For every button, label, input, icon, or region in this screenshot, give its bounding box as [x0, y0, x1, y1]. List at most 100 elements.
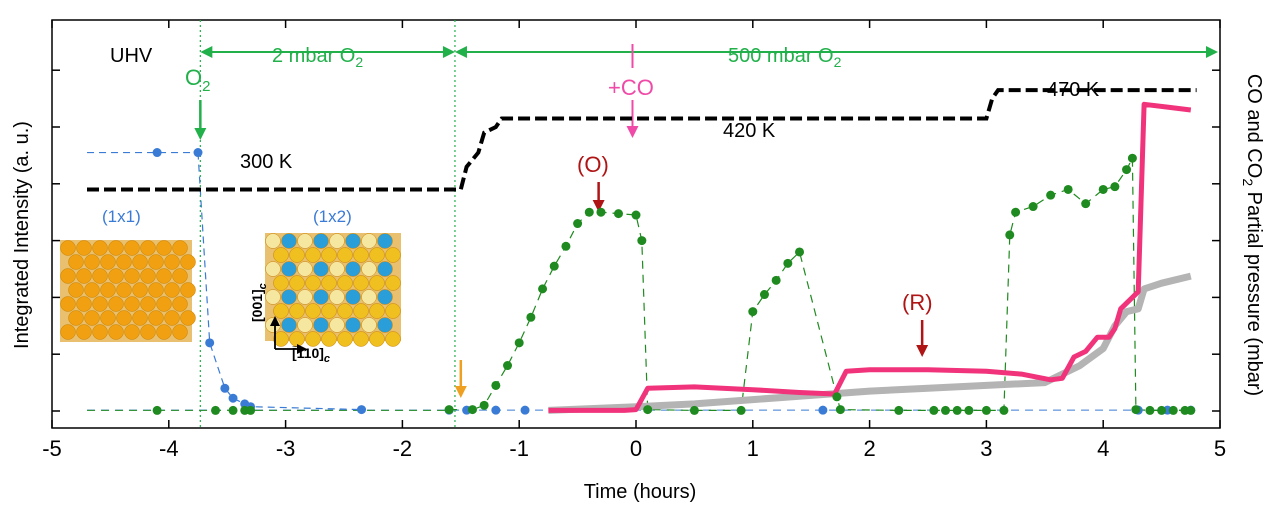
o2-arrow [194, 100, 207, 140]
structure-1x2-image-atom [297, 233, 313, 249]
green-point [689, 405, 699, 415]
structure-1x1-image-atom [148, 310, 164, 326]
green-point [941, 405, 951, 415]
structure-1x1-image-atom [156, 296, 172, 312]
structure-1x2-image-atom [265, 233, 281, 249]
structure-1x1-image-atom [156, 240, 172, 256]
structure-1x1-image-atom [140, 240, 156, 256]
green-point [1157, 405, 1167, 415]
structure-1x1-image-atom [84, 310, 100, 326]
green-point [479, 400, 489, 410]
structure-1x1-label: (1x1) [102, 207, 141, 226]
x-tick-label: 0 [630, 436, 642, 461]
green-point [491, 380, 501, 390]
structure-1x1-image-atom [60, 240, 76, 256]
structure-1x2-image-atom [337, 275, 353, 291]
structure-1x1-image-atom [84, 282, 100, 298]
green-point [771, 275, 781, 285]
structure-1x1-image-atom [124, 240, 140, 256]
y-axis-label-right-prefix: CO and CO [1243, 74, 1265, 178]
structure-1x1-image-atom [172, 268, 188, 284]
structure-1x1-image-atom [100, 254, 116, 270]
axis-110-head [297, 344, 307, 354]
structure-1x2-image-atom [329, 317, 345, 333]
co2-line [548, 272, 1192, 414]
axis-001-head [270, 316, 280, 326]
green-point [211, 405, 221, 415]
structure-1x1-image-atom [180, 310, 196, 326]
structure-1x1-image-atom [68, 282, 84, 298]
blue-point [357, 405, 367, 415]
green-point [999, 405, 1009, 415]
x-tick-label: 1 [747, 436, 759, 461]
structure-1x1-image-atom [164, 282, 180, 298]
structure-1x2-image-atom [385, 331, 401, 347]
structure-1x2-image-atom [281, 261, 297, 277]
structure-1x1-image-atom [156, 324, 172, 340]
structure-1x1-image-atom [124, 324, 140, 340]
structure-1x2-image-atom [353, 303, 369, 319]
structure-1x1-image-atom [124, 268, 140, 284]
structure-1x2-image-atom [297, 289, 313, 305]
plot-layer: -5 -4 -3 -2 -1 0 1 2 3 4 5 [42, 19, 1226, 461]
structure-1x2-image-atom [273, 331, 289, 347]
structure-1x1-image-atom [132, 310, 148, 326]
blue-point [152, 148, 162, 158]
structure-1x2-image-atom [321, 331, 337, 347]
structure-1x2-image-atom [385, 275, 401, 291]
phase-2mbar-sub: 2 [355, 54, 363, 70]
green-point [1131, 405, 1141, 415]
green-point [1122, 165, 1132, 175]
structure-1x1-image-atom [76, 240, 92, 256]
green-point [783, 258, 793, 268]
phase-500mbar-main: 500 mbar O [728, 45, 834, 67]
structure-1x2-image-atom [305, 247, 321, 263]
structure-1x1-image-atom [108, 268, 124, 284]
o-phase-label: (O) [577, 152, 609, 177]
structure-1x2-image-atom [377, 261, 393, 277]
phase-2mbar-main: 2 mbar O [272, 45, 355, 67]
temp-300k-label: 300 K [240, 151, 293, 173]
green-point [596, 207, 606, 217]
structure-1x2-image-atom [337, 247, 353, 263]
structure-1x1-image-atom [92, 240, 108, 256]
structure-1x2-image-atom [337, 303, 353, 319]
structure-1x2-image-atom [329, 233, 345, 249]
o2-label: O2 [185, 65, 210, 95]
structure-1x1-image-atom [148, 282, 164, 298]
structure-1x2-image [265, 233, 401, 347]
green-point [514, 338, 524, 348]
structure-1x1-image-atom [60, 296, 76, 312]
structure-1x2-image-atom [377, 289, 393, 305]
green-point [759, 290, 769, 300]
structure-1x2-image-atom [369, 303, 385, 319]
structure-1x1-image-atom [76, 324, 92, 340]
green-point [736, 405, 746, 415]
co-label: +CO [608, 75, 654, 100]
r-phase-arrow-head [916, 345, 929, 357]
structure-1x2-image-atom [345, 289, 361, 305]
blue-point [228, 393, 238, 403]
y-axis-label-right: CO and CO2 Partial pressure (mbar) [1240, 74, 1265, 396]
structure-1x1-image-atom [92, 296, 108, 312]
structure-1x1-image-atom [116, 254, 132, 270]
green-point [613, 209, 623, 219]
blue-point [818, 405, 828, 415]
x-tick-label: -2 [393, 436, 413, 461]
structure-1x1-image-atom [92, 268, 108, 284]
blue-point [205, 338, 215, 348]
structure-1x2-image-atom [377, 317, 393, 333]
structure-1x2-image-atom [369, 247, 385, 263]
green-point [1145, 405, 1155, 415]
structure-1x2-image-atom [313, 233, 329, 249]
structure-1x1-image-atom [84, 254, 100, 270]
x-tick-label: 4 [1097, 436, 1109, 461]
structure-1x1-image-atom [108, 324, 124, 340]
structure-1x2-image-atom [313, 317, 329, 333]
structure-1x1-image-atom [76, 268, 92, 284]
structure-1x1-image-atom [140, 324, 156, 340]
green-point [643, 405, 653, 415]
structure-1x2-image-atom [297, 261, 313, 277]
structure-1x2-image-atom [345, 317, 361, 333]
